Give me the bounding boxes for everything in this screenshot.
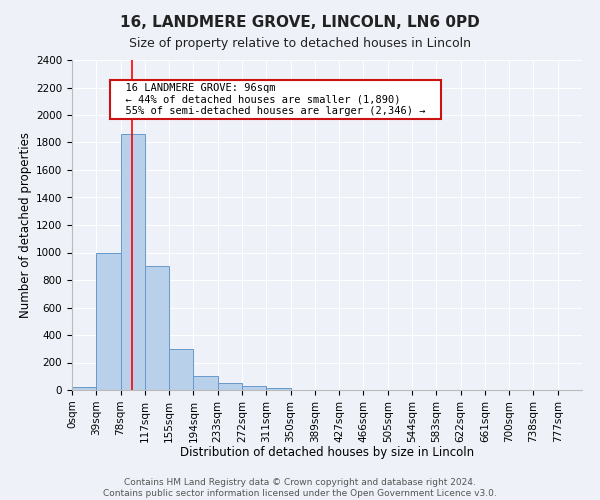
Bar — [266, 388, 290, 390]
Bar — [96, 252, 121, 390]
Bar — [169, 349, 193, 390]
Bar — [193, 376, 218, 390]
Text: Contains HM Land Registry data © Crown copyright and database right 2024.
Contai: Contains HM Land Registry data © Crown c… — [103, 478, 497, 498]
Text: Size of property relative to detached houses in Lincoln: Size of property relative to detached ho… — [129, 38, 471, 51]
Bar — [242, 386, 266, 390]
Bar — [121, 134, 145, 390]
Text: 16, LANDMERE GROVE, LINCOLN, LN6 0PD: 16, LANDMERE GROVE, LINCOLN, LN6 0PD — [120, 15, 480, 30]
Text: 16 LANDMERE GROVE: 96sqm
  ← 44% of detached houses are smaller (1,890)
  55% of: 16 LANDMERE GROVE: 96sqm ← 44% of detach… — [113, 83, 438, 116]
Bar — [145, 266, 169, 390]
Bar — [218, 383, 242, 390]
X-axis label: Distribution of detached houses by size in Lincoln: Distribution of detached houses by size … — [180, 446, 474, 459]
Y-axis label: Number of detached properties: Number of detached properties — [19, 132, 32, 318]
Bar — [72, 387, 96, 390]
